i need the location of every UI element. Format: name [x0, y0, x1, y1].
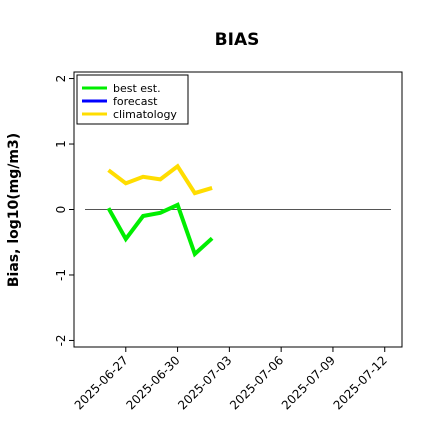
x-tick-label: 2025-06-27: [72, 353, 131, 412]
y-tick-label: -1: [54, 269, 68, 281]
x-tick-label: 2025-07-06: [227, 353, 286, 412]
y-tick-label: -2: [54, 334, 68, 346]
y-axis: -2 -1 0 1 2: [54, 75, 74, 346]
x-tick-label: 2025-07-12: [331, 353, 390, 412]
legend-label: climatology: [113, 108, 177, 121]
series-line-0: [106, 202, 214, 258]
legend-label: best est.: [113, 82, 161, 95]
series-line-2: [107, 163, 213, 196]
x-tick-label: 2025-07-03: [175, 353, 234, 412]
series-layer: [106, 163, 214, 258]
x-axis: 2025-06-272025-06-302025-07-032025-07-06…: [72, 347, 390, 412]
legend-label: forecast: [113, 95, 158, 108]
chart-title: BIAS: [215, 30, 260, 50]
x-tick-label: 2025-07-09: [279, 353, 338, 412]
y-tick-label: 2: [54, 75, 68, 83]
y-axis-label: Bias, log10(mg/m3): [6, 133, 22, 287]
y-tick-label: 0: [54, 206, 68, 214]
x-tick-label: 2025-06-30: [123, 353, 182, 412]
y-tick-label: 1: [54, 140, 68, 148]
